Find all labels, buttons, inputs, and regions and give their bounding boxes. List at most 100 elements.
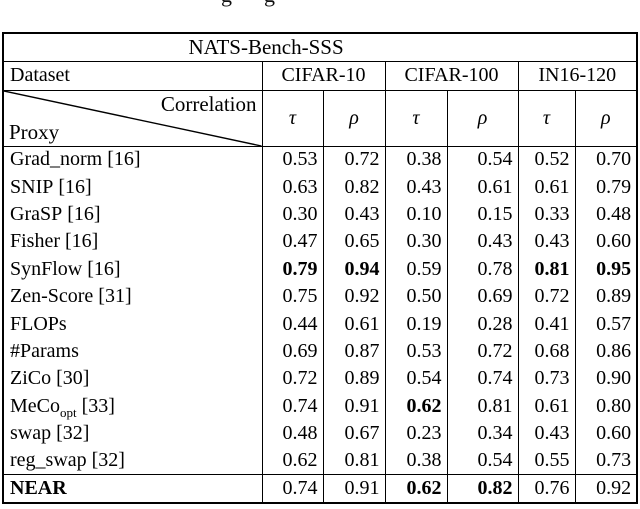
proxy-name: ZiCo [10,367,52,390]
value-cell: 0.89 [322,365,385,393]
value-cell: 0.57 [574,310,638,338]
metric-rho-cifar10: ρ [322,90,385,147]
proxy-label: ZiCo [30] [3,365,262,392]
value-cell: 0.54 [446,146,518,174]
table-row: #Params 0.69 0.87 0.53 0.72 0.68 0.86 [3,337,638,366]
cropped-caption-fragment: g [264,0,275,6]
value-cell: 0.86 [574,337,638,366]
cropped-caption-fragment: g [221,0,232,6]
value-cell: 0.67 [322,419,385,448]
value-cell: 0.48 [261,419,323,448]
value-cell: 0.62 [384,392,447,420]
value-cell: 0.48 [574,200,638,229]
proxy-label: GraSP [16] [3,201,262,228]
value-cell: 0.87 [322,337,385,366]
proxy-name: SNIP [10,175,54,198]
proxy-label: SNIP [16] [3,173,262,200]
proxy-name: Fisher [10,230,60,253]
table-row: swap [32] 0.48 0.67 0.23 0.34 0.43 0.60 [3,419,638,448]
dataset-header-row: Dataset CIFAR-10 CIFAR-100 IN16-120 [3,61,638,91]
proxy-name: swap [10,422,52,445]
value-cell: 0.74 [261,392,323,420]
citation-ref: [16] [87,257,121,280]
table-row: Zen-Score [31] 0.75 0.92 0.50 0.69 0.72 0.89 [3,282,638,311]
citation-ref: [16] [58,175,92,198]
table-row: SNIP [16] 0.63 0.82 0.43 0.61 0.61 0.79 [3,173,638,201]
value-cell: 0.91 [322,474,385,503]
value-cell: 0.76 [517,474,575,503]
value-cell: 0.62 [261,447,323,475]
value-cell: 0.30 [384,228,447,256]
value-cell: 0.72 [322,146,385,174]
value-cell: 0.55 [517,447,575,475]
metric-header-row: Correlation Proxy τ ρ τ ρ τ ρ [3,90,638,147]
value-cell: 0.95 [574,255,638,283]
value-cell: 0.81 [446,392,518,420]
value-cell: 0.53 [261,146,323,174]
value-cell: 0.28 [446,310,518,338]
value-cell: 0.60 [574,228,638,256]
metric-tau-in16-120: τ [517,90,575,147]
value-cell: 0.43 [446,228,518,256]
value-cell: 0.79 [261,255,323,283]
value-cell: 0.43 [517,419,575,448]
citation-ref: [31] [98,285,132,308]
value-cell: 0.75 [261,282,323,311]
value-cell: 0.92 [574,474,638,503]
table-row: MeCoopt [33] 0.74 0.91 0.62 0.81 0.61 0.80 [3,392,638,420]
citation-ref: [32] [56,422,90,445]
value-cell: 0.78 [446,255,518,283]
value-cell: 0.90 [574,365,638,393]
proxy-label: #Params [3,338,262,365]
table-row: Fisher [16] 0.47 0.65 0.30 0.43 0.43 0.60 [3,228,638,256]
table-title: NATS-Bench-SSS [3,33,638,62]
value-cell: 0.38 [384,447,447,475]
value-cell: 0.69 [261,337,323,366]
dataset-cifar10: CIFAR-10 [261,61,385,91]
table-row: FLOPs 0.44 0.61 0.19 0.28 0.41 0.57 [3,310,638,338]
table-title-row: NATS-Bench-SSS [3,33,638,62]
value-cell: 0.65 [322,228,385,256]
value-cell: 0.74 [446,365,518,393]
value-cell: 0.82 [446,474,518,503]
proxy-label: swap [32] [3,420,262,447]
value-cell: 0.92 [322,282,385,311]
dataset-label: Dataset [3,61,262,91]
proxy-name: NEAR [10,476,67,499]
value-cell: 0.30 [261,200,323,229]
proxy-label: NEAR [3,475,262,503]
near-row: NEAR 0.74 0.91 0.62 0.82 0.76 0.92 [3,474,638,503]
citation-ref: [16] [65,230,99,253]
proxy-name: #Params [10,339,79,362]
value-cell: 0.80 [574,392,638,420]
value-cell: 0.38 [384,146,447,174]
proxy-label: Grad_norm [16] [3,146,262,173]
proxy-label: MeCoopt [33] [3,393,262,420]
proxy-label: SynFlow [16] [3,256,262,283]
value-cell: 0.41 [517,310,575,338]
value-cell: 0.44 [261,310,323,338]
value-cell: 0.61 [517,392,575,420]
metric-rho-in16-120: ρ [574,90,638,147]
value-cell: 0.60 [574,419,638,448]
value-cell: 0.34 [446,419,518,448]
proxy-subscript: opt [60,404,77,420]
table-row: GraSP [16] 0.30 0.43 0.10 0.15 0.33 0.48 [3,200,638,229]
value-cell: 0.94 [322,255,385,283]
value-cell: 0.72 [446,337,518,366]
corner-correlation-label: Correlation [160,91,257,116]
value-cell: 0.62 [384,474,447,503]
table-row: Grad_norm [16] 0.53 0.72 0.38 0.54 0.52 0.70 [3,146,638,174]
value-cell: 0.43 [322,200,385,229]
value-cell: 0.53 [384,337,447,366]
proxy-name: reg_swap [10,449,87,472]
value-cell: 0.72 [261,365,323,393]
value-cell: 0.61 [322,310,385,338]
proxy-label: Zen-Score [31] [3,283,262,310]
value-cell: 0.23 [384,419,447,448]
corner-cell: Correlation Proxy [3,90,262,147]
value-cell: 0.70 [574,146,638,174]
value-cell: 0.81 [322,447,385,475]
value-cell: 0.69 [446,282,518,311]
